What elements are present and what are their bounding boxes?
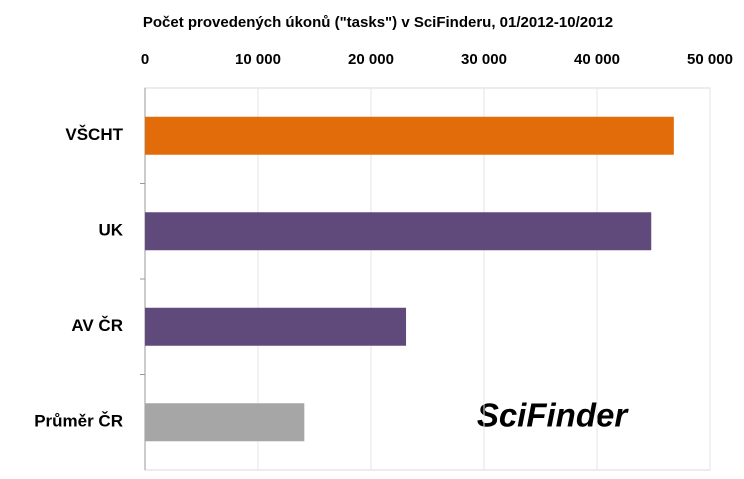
x-tick-label: 30 000 [461,51,507,68]
bar [145,116,674,155]
x-tick-label: 20 000 [348,51,394,68]
bar [145,212,652,251]
bar [145,403,305,442]
x-tick-label: 0 [141,51,149,68]
y-tick-label: AV ČR [71,316,123,335]
bar [145,307,407,346]
x-tick-label: 50 000 [687,51,733,68]
y-tick-label: Průměr ČR [34,412,123,431]
y-tick-label: UK [98,221,123,240]
chart-title: Počet provedených úkonů ("tasks") v SciF… [143,14,613,31]
x-tick-label: 10 000 [235,51,281,68]
y-tick-label: VŠCHT [65,125,123,144]
annotation: SciFinder [477,397,630,434]
x-tick-label: 40 000 [574,51,620,68]
